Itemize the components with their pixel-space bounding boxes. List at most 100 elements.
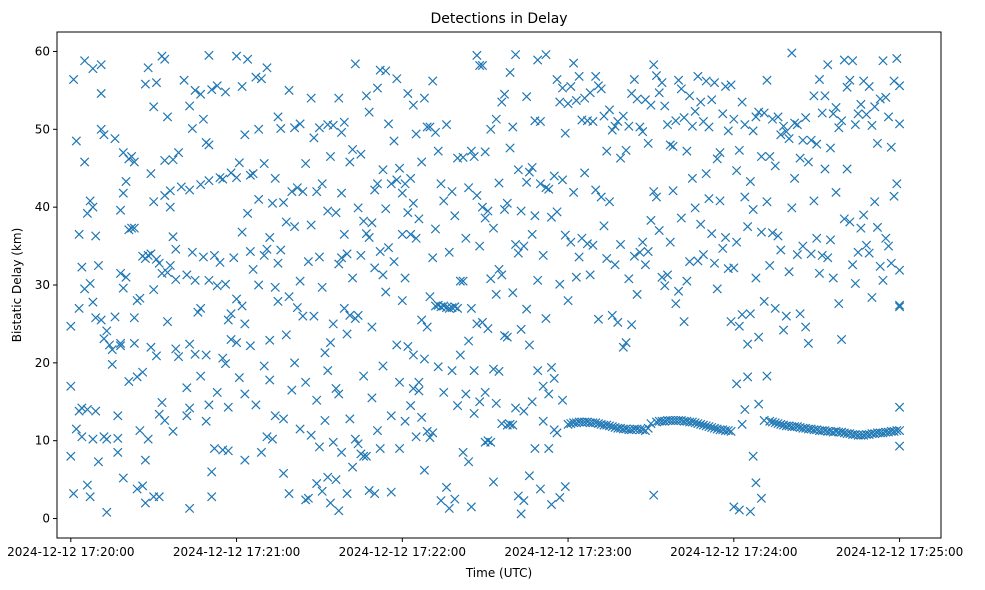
data-point <box>339 229 349 240</box>
data-point <box>831 187 841 197</box>
data-point <box>254 124 264 134</box>
data-point <box>704 193 714 204</box>
data-point <box>881 92 891 103</box>
data-point <box>287 385 297 395</box>
data-point <box>149 285 159 295</box>
data-point <box>240 130 250 140</box>
data-point <box>82 480 93 490</box>
data-point <box>781 127 791 137</box>
data-point <box>563 98 573 109</box>
data-point <box>524 340 535 350</box>
data-point <box>850 278 860 289</box>
data-point <box>289 123 300 133</box>
data-point <box>740 404 750 415</box>
data-point <box>533 55 543 65</box>
data-point <box>422 322 432 332</box>
data-point <box>107 344 117 355</box>
data-point <box>115 341 126 351</box>
data-point <box>894 119 905 129</box>
data-point <box>720 232 731 243</box>
data-point <box>270 282 280 292</box>
data-point <box>151 77 162 88</box>
data-point <box>508 288 518 298</box>
data-point <box>190 275 200 285</box>
data-point <box>646 215 656 226</box>
data-point <box>143 250 153 261</box>
data-point <box>220 359 231 369</box>
data-point <box>223 402 233 412</box>
data-point <box>160 54 170 64</box>
x-tick-label: 2024-12-12 17:23:00 <box>504 545 631 559</box>
data-point <box>638 425 648 435</box>
data-point <box>392 340 402 350</box>
data-point <box>870 197 880 207</box>
data-point <box>190 349 200 359</box>
data-point <box>488 364 499 374</box>
data-point <box>690 203 700 213</box>
data-point <box>505 67 515 78</box>
data-point <box>491 114 501 124</box>
data-point <box>814 268 825 278</box>
data-point <box>836 116 847 126</box>
data-point <box>88 202 98 212</box>
data-point <box>850 120 860 130</box>
data-point <box>698 250 709 260</box>
data-point <box>209 250 220 261</box>
data-point <box>323 206 333 216</box>
data-point <box>301 158 311 169</box>
data-point <box>607 422 617 432</box>
data-point <box>129 313 139 323</box>
data-point <box>444 303 454 313</box>
data-point <box>499 89 510 99</box>
data-point <box>657 272 667 282</box>
data-point <box>359 451 369 461</box>
data-point <box>701 421 711 431</box>
data-point <box>751 112 761 122</box>
data-point <box>212 281 222 291</box>
data-point <box>494 264 504 275</box>
data-point <box>370 185 380 195</box>
data-point <box>486 437 496 447</box>
data-point <box>582 239 593 249</box>
data-point <box>383 243 394 253</box>
data-point <box>325 151 336 162</box>
data-point <box>872 222 883 233</box>
data-point <box>113 447 123 457</box>
data-point <box>242 208 253 219</box>
data-point <box>894 81 905 91</box>
data-point <box>483 206 493 216</box>
data-point <box>419 354 430 364</box>
data-point <box>892 53 902 64</box>
data-point <box>878 56 888 66</box>
data-point <box>607 310 617 320</box>
data-point <box>535 484 546 494</box>
data-point <box>173 351 184 362</box>
data-point <box>204 140 214 150</box>
data-point <box>516 509 526 519</box>
data-point <box>762 371 772 381</box>
data-point <box>673 286 684 296</box>
data-point <box>510 403 521 413</box>
data-point <box>638 237 648 247</box>
data-point <box>245 246 255 257</box>
plot-points <box>66 48 905 519</box>
data-point <box>889 76 899 86</box>
data-point <box>557 175 568 185</box>
data-point <box>218 353 228 363</box>
data-point <box>748 451 758 461</box>
data-point <box>331 383 341 394</box>
data-point <box>367 393 377 403</box>
data-point <box>452 401 463 411</box>
data-point <box>334 93 344 103</box>
data-point <box>488 223 499 233</box>
data-point <box>662 120 673 130</box>
data-point <box>160 190 170 201</box>
data-point <box>483 323 493 334</box>
data-point <box>894 265 905 275</box>
data-point <box>85 196 95 206</box>
data-point <box>776 130 786 140</box>
data-point <box>770 303 780 313</box>
data-point <box>314 123 325 133</box>
data-point <box>447 366 457 376</box>
data-point <box>118 473 128 483</box>
